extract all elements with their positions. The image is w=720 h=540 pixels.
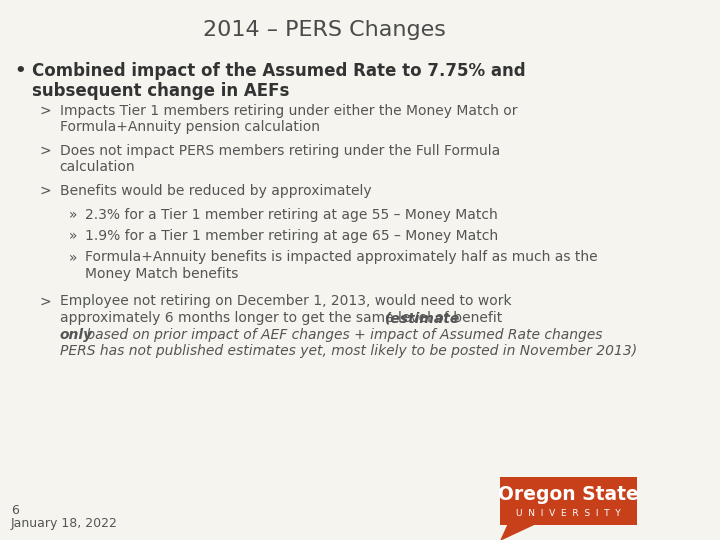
Text: approximately 6 months longer to get the same level of benefit: approximately 6 months longer to get the… [60, 311, 506, 325]
Text: Oregon State: Oregon State [498, 484, 639, 503]
Text: »: » [68, 229, 77, 243]
Text: Impacts Tier 1 members retiring under either the Money Match or
Formula+Annuity : Impacts Tier 1 members retiring under ei… [60, 104, 517, 134]
Text: Formula+Annuity benefits is impacted approximately half as much as the
Money Mat: Formula+Annuity benefits is impacted app… [85, 251, 598, 281]
Text: Combined impact of the Assumed Rate to 7.75% and: Combined impact of the Assumed Rate to 7… [32, 62, 526, 80]
Text: »: » [68, 207, 77, 221]
Text: •: • [14, 62, 26, 80]
Text: based on prior impact of AEF changes + impact of Assumed Rate changes: based on prior impact of AEF changes + i… [81, 327, 602, 341]
Text: January 18, 2022: January 18, 2022 [11, 517, 117, 530]
Text: Employee not retiring on December 1, 2013, would need to work: Employee not retiring on December 1, 201… [60, 294, 511, 308]
Text: subsequent change in AEFs: subsequent change in AEFs [32, 82, 290, 100]
Text: only: only [60, 327, 93, 341]
Text: >: > [40, 144, 51, 158]
Text: >: > [40, 294, 51, 308]
Text: >: > [40, 104, 51, 118]
FancyBboxPatch shape [500, 477, 637, 525]
Text: 6: 6 [11, 504, 19, 517]
Polygon shape [500, 525, 534, 540]
Text: 2.3% for a Tier 1 member retiring at age 55 – Money Match: 2.3% for a Tier 1 member retiring at age… [85, 207, 498, 221]
Text: 1.9% for a Tier 1 member retiring at age 65 – Money Match: 1.9% for a Tier 1 member retiring at age… [85, 229, 498, 243]
Text: »: » [68, 251, 77, 265]
Text: (estimate: (estimate [384, 311, 460, 325]
Text: 2014 – PERS Changes: 2014 – PERS Changes [204, 20, 446, 40]
Text: U  N  I  V  E  R  S  I  T  Y: U N I V E R S I T Y [516, 509, 621, 517]
Text: Benefits would be reduced by approximately: Benefits would be reduced by approximate… [60, 184, 372, 198]
Text: PERS has not published estimates yet, most likely to be posted in November 2013): PERS has not published estimates yet, mo… [60, 344, 636, 358]
Text: Does not impact PERS members retiring under the Full Formula
calculation: Does not impact PERS members retiring un… [60, 144, 500, 174]
Text: >: > [40, 184, 51, 198]
